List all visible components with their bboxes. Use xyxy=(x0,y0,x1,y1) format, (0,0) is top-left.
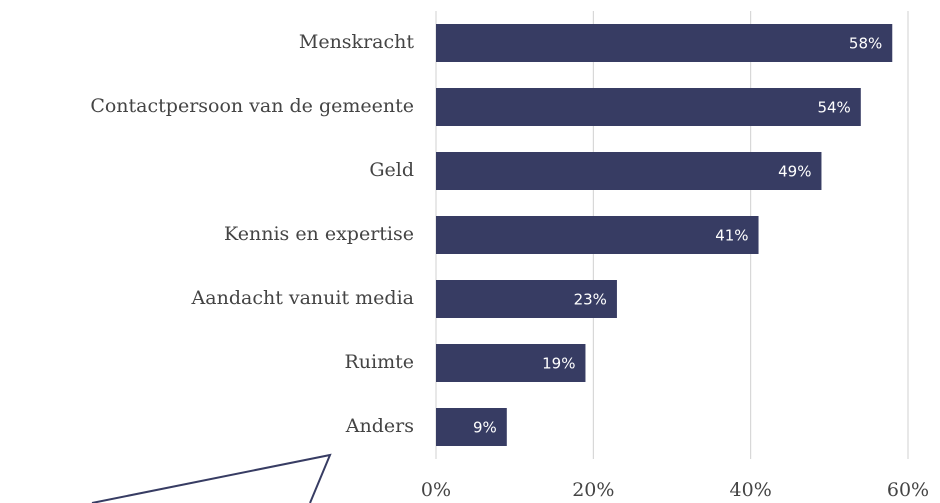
bar xyxy=(436,344,586,382)
x-tick-label: 40% xyxy=(730,479,772,501)
data-label: 23% xyxy=(574,291,607,309)
y-tick-label: Aandacht vanuit media xyxy=(191,287,414,309)
y-tick-label: Anders xyxy=(345,415,414,437)
bar xyxy=(436,152,822,190)
bar xyxy=(436,24,893,62)
x-tick-label: 20% xyxy=(572,479,614,501)
bar xyxy=(436,88,861,126)
data-label: 58% xyxy=(849,35,882,53)
data-label: 41% xyxy=(715,227,748,245)
data-label: 9% xyxy=(473,419,497,437)
data-label: 49% xyxy=(778,163,811,181)
y-tick-label: Kennis en expertise xyxy=(224,223,414,245)
speech-bubble xyxy=(91,453,332,503)
data-label: 19% xyxy=(542,355,575,373)
bar xyxy=(436,216,759,254)
x-tick-label: 0% xyxy=(421,479,451,501)
y-tick-label: Geld xyxy=(369,159,414,181)
bar xyxy=(436,408,507,446)
x-tick-label: 60% xyxy=(887,479,929,501)
y-tick-label: Menskracht xyxy=(299,31,414,53)
data-label: 54% xyxy=(817,99,850,117)
y-tick-label: Ruimte xyxy=(344,351,414,373)
bar xyxy=(436,280,617,318)
y-tick-label: Contactpersoon van de gemeente xyxy=(90,95,414,117)
